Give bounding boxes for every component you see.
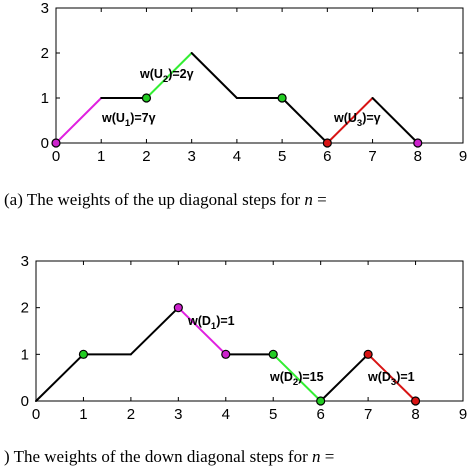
path-step — [35, 353, 85, 402]
y-tick-label: 0 — [21, 393, 29, 410]
step-weight-label: w(U3)=γ — [333, 111, 381, 129]
step-weight-label: w(U2)=2γ — [139, 67, 194, 85]
x-tick-label: 1 — [97, 148, 105, 165]
highlighted-step — [272, 353, 322, 402]
y-tick-label: 0 — [41, 135, 49, 152]
x-tick-label: 1 — [79, 406, 87, 423]
path-marker — [277, 93, 287, 103]
step-weight-label: w(D1)=1 — [187, 314, 235, 332]
path-step — [129, 306, 180, 356]
y-tick-label: 1 — [41, 90, 49, 107]
path-marker — [410, 396, 421, 406]
x-tick-label: 4 — [233, 148, 241, 165]
chart-panel-1: 0 1 2 3 4 5 6 7 8 9 0 1 2 3 w(U1)=7γ w(U2)=2γ w(U3)=γ (a)… — [4, 0, 467, 209]
y-tick-label: 1 — [21, 346, 29, 363]
path-step — [319, 353, 370, 402]
x-tick-label: 3 — [187, 148, 195, 165]
y-tick-label: 3 — [21, 253, 29, 270]
x-tick-label: 9 — [459, 148, 467, 165]
x-tick-label: 5 — [278, 148, 286, 165]
path-step — [371, 97, 419, 144]
x-tick-label: 7 — [364, 406, 372, 423]
x-tick-label: 6 — [323, 148, 331, 165]
path-marker — [141, 93, 152, 103]
highlighted-step — [145, 52, 193, 99]
x-tick-label: 2 — [142, 148, 150, 165]
x-tick-label: 5 — [269, 406, 277, 423]
x-tick-label: 8 — [411, 406, 419, 423]
plot-frame — [35, 260, 464, 402]
path-marker — [413, 138, 423, 148]
plot-frame — [55, 7, 464, 144]
step-weight-label: w(D3)=1 — [367, 370, 415, 388]
y-tick-label: 2 — [41, 45, 49, 62]
figure-caption: (a) The weights of the up diagonal steps… — [4, 190, 327, 209]
path-marker — [363, 349, 373, 359]
highlighted-step — [326, 97, 374, 144]
highlighted-step — [55, 97, 103, 144]
path-marker — [221, 349, 231, 359]
x-tick-label: 4 — [222, 406, 230, 423]
path-marker — [316, 396, 326, 406]
figure-caption: ) The weights of the down diagonal steps… — [4, 447, 334, 466]
x-tick-label: 0 — [52, 148, 60, 165]
path-marker — [173, 303, 183, 313]
x-tick-label: 6 — [316, 406, 324, 423]
highlighted-step — [177, 306, 227, 356]
highlighted-step — [367, 353, 417, 402]
step-weight-label: w(D2)=15 — [269, 370, 324, 388]
path-marker — [51, 138, 61, 148]
x-tick-label: 2 — [127, 406, 135, 423]
path-step — [281, 97, 329, 144]
y-tick-label: 2 — [21, 300, 29, 317]
y-tick-label: 3 — [41, 0, 49, 17]
x-tick-label: 3 — [174, 406, 182, 423]
step-weight-label: w(U1)=7γ — [101, 111, 156, 129]
x-tick-label: 8 — [414, 148, 422, 165]
x-tick-label: 7 — [368, 148, 376, 165]
x-tick-label: 0 — [32, 406, 40, 423]
path-marker — [322, 138, 332, 148]
path-step — [190, 52, 238, 99]
chart-panel-2: 0 1 2 3 4 5 6 7 8 9 0 1 2 3 w(D1)=1 w(D2)=15 w(D3)=1 ) Th… — [4, 253, 467, 466]
path-marker — [268, 349, 278, 359]
path-marker — [78, 349, 89, 359]
x-tick-label: 9 — [459, 406, 467, 423]
